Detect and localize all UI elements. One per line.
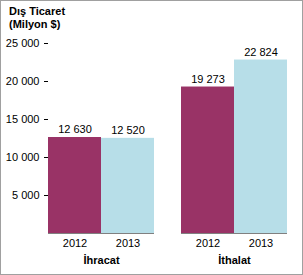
- svg-text:İhracat: İhracat: [83, 254, 119, 266]
- svg-text:2013: 2013: [249, 237, 273, 249]
- svg-text:İthalat: İthalat: [218, 254, 251, 266]
- svg-text:2013: 2013: [116, 237, 140, 249]
- svg-text:10 000: 10 000: [6, 151, 40, 163]
- html-text:(Milyon $): (Milyon $): [9, 18, 61, 30]
- svg-text:15 000: 15 000: [6, 113, 40, 125]
- svg-text:2012: 2012: [196, 237, 220, 249]
- svg-text:5 000: 5 000: [12, 189, 40, 201]
- svg-text:2012: 2012: [63, 237, 87, 249]
- svg-text:19 273: 19 273: [191, 73, 225, 85]
- svg-text:12 520: 12 520: [111, 124, 145, 136]
- svg-text:20 000: 20 000: [6, 75, 40, 87]
- svg-text:25 000: 25 000: [6, 37, 40, 49]
- svg-text:22 824: 22 824: [244, 46, 278, 58]
- svg-text:12 630: 12 630: [58, 123, 92, 135]
- html-text:Dış Ticaret: Dış Ticaret: [9, 5, 66, 17]
